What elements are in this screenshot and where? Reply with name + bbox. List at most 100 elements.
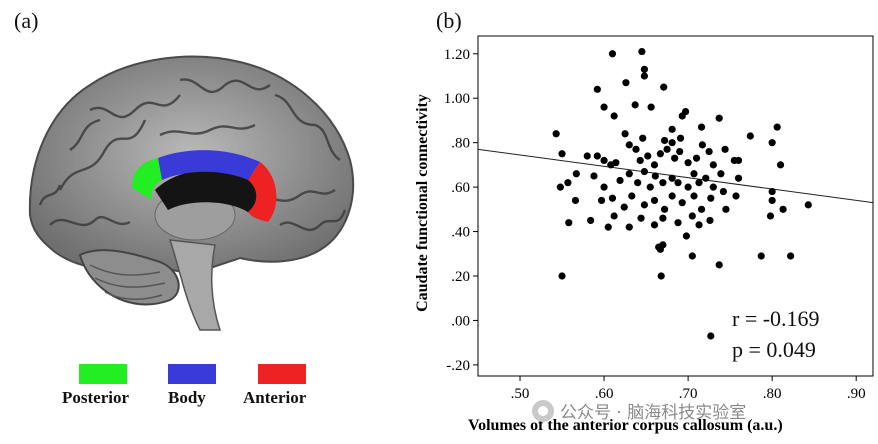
data-point — [593, 85, 601, 93]
data-point — [600, 103, 608, 111]
data-point — [690, 170, 698, 178]
data-point — [583, 152, 591, 160]
data-point — [676, 147, 684, 156]
cerebellum-folia — [89, 264, 166, 300]
data-point — [721, 145, 729, 153]
corpus-callosum-anterior — [248, 162, 277, 222]
data-point — [564, 179, 572, 187]
data-point — [631, 101, 639, 109]
data-point — [593, 152, 601, 160]
data-point — [639, 134, 647, 142]
data-point — [646, 183, 654, 191]
data-point — [600, 156, 608, 165]
x-tick-label: .60 — [595, 386, 614, 402]
data-point — [698, 141, 706, 149]
legend-label-posterior: Posterior — [62, 388, 130, 407]
scatter-points — [552, 47, 812, 340]
legend-swatch-posterior — [79, 364, 127, 384]
data-point — [622, 79, 630, 87]
regression-line — [477, 148, 874, 204]
y-tick-label: .60 — [451, 180, 470, 196]
data-point — [660, 136, 669, 145]
data-point — [668, 174, 676, 182]
data-point — [697, 123, 706, 131]
legend-swatch-body — [168, 364, 216, 384]
data-point — [608, 194, 617, 202]
data-point — [722, 205, 730, 213]
brain-sagittal-image — [28, 55, 355, 331]
data-point — [715, 261, 723, 269]
x-axis-ticks: .50 .60 .70 .80 .90 — [511, 376, 866, 402]
data-point — [705, 147, 713, 156]
data-point — [640, 201, 649, 209]
legend-label-anterior: Anterior — [243, 388, 307, 407]
data-point — [612, 159, 620, 167]
wechat-icon — [532, 399, 554, 422]
y-tick-label: .00 — [451, 313, 470, 329]
ventricle-shape — [155, 168, 266, 215]
data-point — [659, 179, 667, 187]
correlation-p: p = 0.049 — [732, 337, 816, 362]
y-axis-ticks: -.20 .00 .20 .40 .60 .80 1.00 1.20 — [444, 47, 478, 374]
data-point — [636, 156, 644, 165]
data-point — [558, 150, 566, 158]
data-point — [552, 130, 560, 138]
data-point — [625, 141, 633, 149]
y-axis-label: Caudate functional connectivity — [414, 94, 431, 312]
panel-a-label: (a) — [14, 8, 39, 33]
data-point — [600, 183, 608, 191]
data-point — [757, 252, 765, 260]
data-point — [715, 114, 723, 122]
data-point — [706, 216, 714, 225]
data-point — [668, 125, 676, 133]
legend-swatch-anterior — [258, 364, 306, 384]
data-point — [688, 212, 696, 220]
y-tick-label: .80 — [451, 136, 470, 152]
gyri-texture — [38, 78, 347, 232]
data-point — [709, 161, 717, 169]
data-point — [637, 214, 645, 222]
data-point — [638, 47, 646, 56]
data-point — [632, 145, 640, 153]
data-point — [656, 150, 664, 158]
data-point — [678, 199, 686, 207]
data-point — [682, 232, 691, 240]
data-point — [640, 167, 649, 176]
data-point — [640, 72, 649, 80]
data-point — [628, 192, 636, 200]
data-point — [650, 221, 659, 229]
x-tick-label: .50 — [511, 386, 530, 402]
watermark: 公众号 · 脑海科技实验室 — [532, 398, 746, 423]
data-point — [766, 212, 775, 220]
data-point — [663, 145, 671, 153]
data-point — [668, 192, 676, 200]
data-point — [695, 179, 703, 187]
data-point — [621, 130, 629, 138]
data-point — [707, 194, 715, 202]
data-point — [671, 154, 679, 162]
x-tick-label: .80 — [763, 386, 782, 402]
data-point — [668, 139, 676, 147]
data-point — [692, 154, 701, 162]
y-tick-label: -.20 — [446, 358, 470, 374]
brainstem-shape — [168, 239, 222, 331]
data-point — [676, 134, 685, 142]
y-tick-label: 1.20 — [444, 47, 470, 63]
data-point — [779, 205, 787, 213]
data-point — [625, 223, 633, 231]
data-point — [697, 205, 706, 213]
data-point — [620, 203, 628, 211]
data-point — [695, 221, 703, 229]
data-point — [565, 219, 573, 227]
y-tick-label: .20 — [451, 269, 470, 285]
data-point — [660, 83, 668, 91]
data-point — [650, 196, 659, 205]
data-point — [707, 332, 715, 340]
data-point — [787, 252, 795, 260]
data-point — [644, 152, 652, 160]
data-point — [558, 272, 566, 280]
data-point — [684, 183, 692, 191]
data-point — [659, 214, 667, 222]
x-tick-label: .90 — [847, 386, 866, 402]
data-point — [804, 201, 812, 209]
